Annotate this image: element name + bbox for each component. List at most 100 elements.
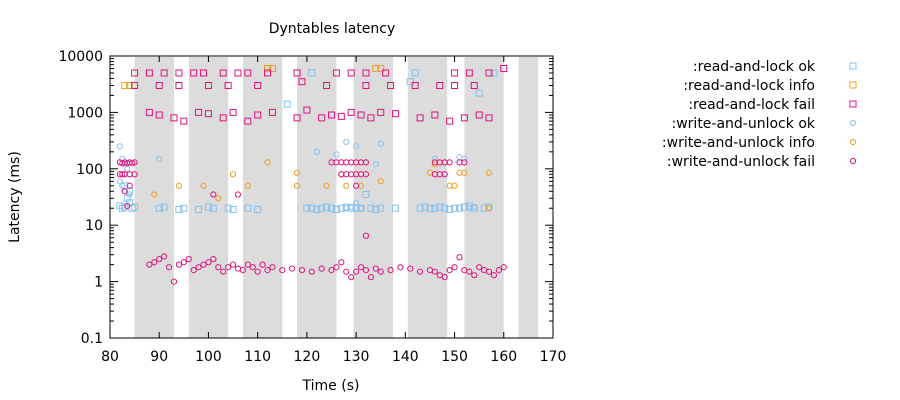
series-5-point-36 (446, 159, 453, 166)
series-5-point-21 (348, 159, 355, 166)
series-2-point-5 (200, 69, 208, 77)
series-5-point-103 (500, 264, 507, 271)
shaded-interval-1 (188, 57, 229, 338)
series-5-point-39 (441, 171, 448, 178)
series-5-point-53 (200, 261, 207, 268)
x-tick-label-6: 140 (392, 349, 419, 365)
series-0-point-55 (475, 89, 483, 97)
y-tick-label-3: 100 (76, 162, 103, 178)
series-2-point-10 (293, 69, 301, 77)
series-4-point-14 (377, 178, 384, 185)
legend-item-4: :write-and-unlock info (662, 135, 857, 151)
series-4-point-18 (451, 182, 458, 189)
legend-marker-4 (849, 138, 857, 146)
series-5-point-44 (156, 256, 163, 263)
series-0-point-41 (406, 78, 414, 86)
series-5-point-89 (431, 268, 438, 275)
series-0-point-10 (160, 203, 168, 211)
x-tick-label-8: 160 (490, 349, 517, 365)
series-2-point-1 (145, 69, 153, 77)
legend: :read-and-lock ok:read-and-lock info:rea… (662, 59, 857, 170)
series-5-point-46 (165, 264, 173, 271)
x-tick-label-1: 90 (150, 349, 168, 365)
series-2-point-51 (367, 114, 375, 122)
series-4-point-17 (446, 182, 453, 189)
series-5-point-94 (456, 254, 463, 261)
series-5-point-67 (269, 264, 276, 271)
series-5-point-81 (367, 274, 374, 281)
series-2-point-9 (264, 69, 272, 77)
series-5-point-16 (234, 191, 242, 198)
series-0 (116, 65, 498, 213)
series-5-point-65 (259, 261, 266, 268)
series-4-point-8 (293, 182, 301, 189)
series-4-point-22 (485, 205, 493, 212)
series-5-point-80 (362, 266, 370, 274)
legend-label-0: :read-and-lock ok (693, 59, 816, 75)
y-tick-label-0: 0.1 (81, 331, 103, 347)
series-0-point-13 (195, 205, 203, 213)
series-2-point-34 (155, 111, 163, 119)
series-5-point-66 (264, 266, 271, 274)
series-3-point-12 (343, 138, 350, 145)
y-tick-label-4: 1000 (67, 105, 103, 121)
series-5-point-97 (471, 272, 478, 279)
series-0-point-28 (323, 203, 331, 211)
series-3-point-25 (471, 203, 478, 211)
series-0-point-48 (441, 204, 449, 212)
series-5-point-79 (357, 264, 365, 271)
series-0-point-49 (446, 205, 454, 213)
series-5-point-56 (215, 264, 222, 271)
series-4-point-2 (200, 182, 207, 189)
series-5-point-41 (461, 159, 468, 166)
legend-marker-5 (849, 157, 857, 165)
series-3-point-11 (333, 151, 340, 158)
series-5-point-12 (121, 188, 128, 195)
series-5-point-96 (466, 268, 473, 275)
series-2-point-11 (332, 69, 340, 77)
series-3-point-17 (377, 140, 384, 147)
series-2-point-26 (323, 81, 331, 89)
series-0-point-27 (318, 204, 326, 212)
series-5-point-20 (343, 159, 350, 166)
series-5-point-72 (318, 265, 325, 272)
series-2-point-46 (318, 114, 326, 122)
series-5-point-60 (234, 265, 242, 272)
series-2-point-22 (204, 81, 212, 89)
series-0-point-21 (283, 100, 291, 108)
series-5-point-75 (338, 259, 345, 266)
series-2-point-23 (224, 81, 232, 89)
series-5-point-52 (195, 264, 202, 271)
series-5-point-101 (490, 272, 498, 279)
series-2-point-19 (131, 81, 139, 89)
shaded-interval-5 (407, 57, 448, 338)
series-2-point-4 (190, 69, 198, 77)
series-5-point-63 (249, 264, 256, 271)
chart-title: Dyntables latency (269, 21, 396, 37)
series-4-point-4 (229, 171, 237, 178)
series-5 (116, 159, 507, 285)
series-0-point-47 (436, 203, 444, 211)
series-0-point-36 (362, 191, 370, 199)
shaded-interval-2 (242, 57, 283, 338)
series-4-point-3 (215, 195, 222, 202)
series-1-point-3 (268, 65, 276, 73)
x-tick-label-3: 110 (244, 349, 271, 365)
series-5-point-71 (308, 268, 315, 275)
series-1 (121, 65, 385, 89)
series-5-point-6 (131, 159, 138, 166)
series-5-point-11 (131, 171, 138, 178)
y-tick-label-1: 1 (94, 275, 103, 291)
series-2-point-42 (254, 111, 262, 119)
series-2-point-25 (298, 78, 306, 86)
series-5-point-10 (126, 171, 133, 178)
series-2-point-59 (485, 114, 493, 122)
series-5-point-24 (362, 159, 370, 166)
series-1-point-0 (121, 81, 129, 89)
series-0-point-6 (131, 203, 139, 211)
series-5-point-55 (210, 256, 217, 263)
series-0-point-24 (303, 204, 311, 212)
series-5-point-91 (441, 274, 448, 281)
series-0-point-54 (470, 204, 478, 212)
series-5-point-77 (348, 274, 355, 281)
